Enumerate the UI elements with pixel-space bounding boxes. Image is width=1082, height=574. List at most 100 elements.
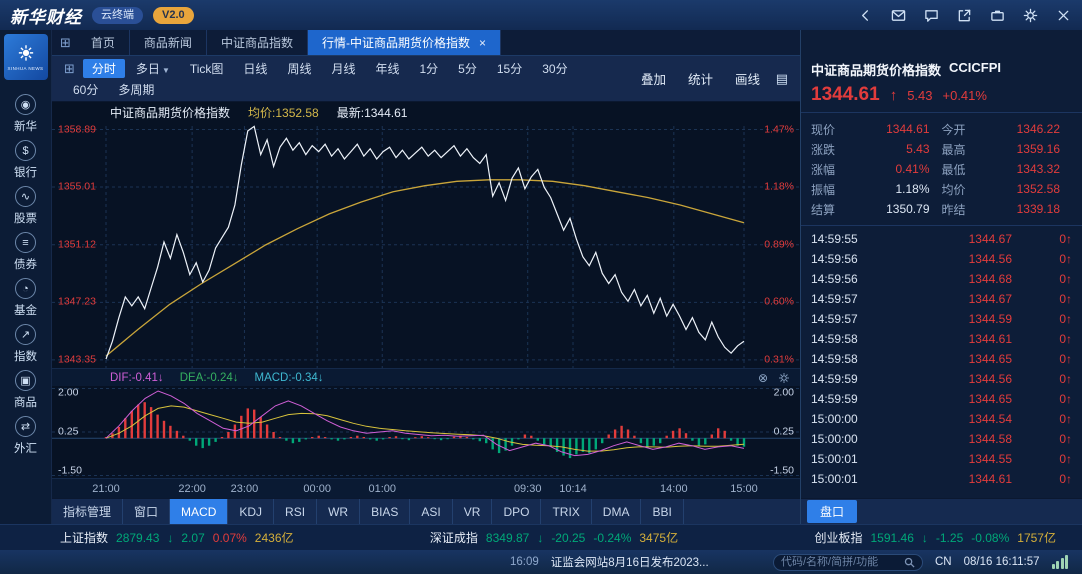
- period-button-15分[interactable]: 15分: [496, 62, 523, 76]
- sidebar-item-label: 新华: [14, 121, 37, 133]
- period-button-年线[interactable]: 年线: [375, 62, 400, 76]
- period-button-多周期[interactable]: 多周期: [118, 83, 155, 97]
- period-button-周线[interactable]: 周线: [287, 62, 312, 76]
- axis-label: 2.00: [58, 386, 79, 399]
- tick-row[interactable]: 14:59:58 1344.65 0↑: [811, 352, 1072, 366]
- sidebar-item-xinhua[interactable]: ◉ 新华: [14, 94, 37, 134]
- index-quote-深证成指[interactable]: 深证成指 8349.87 ↓ -20.25 -0.24% 3475亿: [429, 530, 679, 546]
- period-button-日线[interactable]: 日线: [243, 62, 268, 76]
- period-button-月线[interactable]: 月线: [331, 62, 356, 76]
- order-book-button[interactable]: 盘口: [807, 500, 858, 523]
- indicator-tab-BBI[interactable]: BBI: [641, 499, 684, 524]
- indicator-tab-WR[interactable]: WR: [317, 499, 361, 524]
- index-quote-上证指数[interactable]: 上证指数 2879.43 ↓ 2.07 0.07% 2436亿: [60, 530, 294, 546]
- sidebar-item-stocks[interactable]: ∿ 股票: [14, 186, 37, 226]
- xinhua-logo-text: XINHUA NEWS: [7, 66, 44, 71]
- sidebar-item-forex[interactable]: ⇄ 外汇: [14, 416, 37, 456]
- intraday-price-chart[interactable]: 1358.89 1.47% 1355.01 1.18% 1351.12 0.89% 1347…: [52, 122, 800, 368]
- tool-画线[interactable]: 画线: [734, 73, 760, 87]
- indicator-tab-BIAS[interactable]: BIAS: [360, 499, 411, 524]
- macd-dea-value: DEA:-0.24↓: [179, 371, 239, 384]
- tool-统计[interactable]: 统计: [687, 73, 713, 87]
- briefcase-icon[interactable]: [988, 6, 1006, 24]
- time-tick-label: 21:00: [92, 483, 120, 495]
- indicator-tab-TRIX[interactable]: TRIX: [541, 499, 592, 524]
- news-ticker[interactable]: 证监会网站8月16日发布2023...: [550, 557, 709, 569]
- indicator-tab-RSI[interactable]: RSI: [274, 499, 318, 524]
- sidebar-item-commodity[interactable]: ▣ 商品: [14, 370, 37, 410]
- window-grid-icon[interactable]: ⊞: [60, 34, 71, 50]
- tick-row[interactable]: 14:59:56 1344.68 0↑: [811, 272, 1072, 286]
- time-tick-label: 10:14: [559, 483, 587, 495]
- up-arrow-icon: ↑: [1066, 312, 1072, 326]
- tab-3[interactable]: 行情-中证商品期货价格指数 ×: [307, 30, 501, 55]
- period-button-Tick图[interactable]: Tick图: [189, 62, 224, 76]
- indicator-tab-KDJ[interactable]: KDJ: [228, 499, 275, 524]
- period-button-30分[interactable]: 30分: [542, 62, 568, 76]
- price-change-pct: +0.41%: [942, 88, 987, 103]
- indicator-tab-DMA[interactable]: DMA: [592, 499, 642, 524]
- period-button-1分[interactable]: 1分: [419, 62, 439, 76]
- chat-icon[interactable]: [922, 6, 940, 24]
- period-button-分时[interactable]: 分时: [82, 59, 125, 78]
- locale-indicator[interactable]: CN: [934, 556, 952, 568]
- window-grid-icon[interactable]: ⊞: [64, 60, 75, 76]
- last-price: 1344.61: [811, 84, 880, 105]
- quote-field-value-最低: 1343.32: [1016, 162, 1060, 176]
- sidebar-item-index[interactable]: ↗ 指数: [14, 324, 37, 364]
- quote-panel: 中证商品期货价格指数 CCICFPI 1344.61 ↑ 5.43 +0.41%…: [800, 30, 1082, 524]
- close-indicator-icon[interactable]: ⊗: [757, 370, 768, 385]
- tick-row[interactable]: 14:59:59 1344.65 0↑: [811, 392, 1072, 406]
- toolbar-right-actions: 叠加 统计 画线: [641, 56, 760, 101]
- symbol-search-box[interactable]: [772, 553, 923, 571]
- period-button-5分[interactable]: 5分: [458, 62, 477, 76]
- axis-label: 0.25: [58, 425, 79, 438]
- period-button-60分[interactable]: 60分: [73, 83, 99, 97]
- indicator-settings-icon[interactable]: [778, 372, 790, 384]
- sidebar-item-bank[interactable]: $ 银行: [14, 140, 37, 180]
- indicator-tab-指标管理[interactable]: 指标管理: [52, 499, 124, 524]
- main-column: ⊞ 首页 商品新闻 中证商品指数 行情-中证商品期货价格指数 × ⊞ 分时 多日 ▼ Tick…: [52, 30, 800, 524]
- toolbar-row-1: ⊞ 分时 多日 ▼ Tick图 日线 周线 月线 年线 1分 5分 15分 30分: [52, 58, 800, 79]
- indicator-tab-DPO[interactable]: DPO: [492, 499, 542, 524]
- xinhua-logo: XINHUA NEWS: [3, 34, 48, 80]
- tick-list[interactable]: 14:59:55 1344.67 0↑ 14:59:56 1344.56 0↑ 14:59:…: [801, 226, 1082, 498]
- indicator-tab-VR[interactable]: VR: [453, 499, 493, 524]
- share-icon[interactable]: [955, 6, 973, 24]
- back-icon[interactable]: [856, 6, 874, 24]
- tick-row[interactable]: 15:00:01 1344.61 0↑: [811, 472, 1072, 486]
- close-tab-icon[interactable]: ×: [478, 35, 486, 50]
- tick-row[interactable]: 15:00:01 1344.55 0↑: [811, 452, 1072, 466]
- tab-0[interactable]: 首页: [77, 30, 130, 55]
- tick-row[interactable]: 15:00:00 1344.54 0↑: [811, 412, 1072, 426]
- settings-icon[interactable]: [1021, 6, 1039, 24]
- indicator-tab-ASI[interactable]: ASI: [410, 499, 453, 524]
- up-arrow-icon: ↑: [1066, 392, 1072, 406]
- tick-row[interactable]: 15:00:00 1344.58 0↑: [811, 432, 1072, 446]
- tab-1[interactable]: 商品新闻: [130, 30, 207, 55]
- sidebar-item-bonds[interactable]: ≡ 债券: [14, 232, 37, 272]
- time-axis: 21:00 22:00 23:00 00:00 01:00 09:30 10:14 14:00…: [52, 478, 800, 498]
- tick-row[interactable]: 14:59:56 1344.56 0↑: [811, 252, 1072, 266]
- tick-row[interactable]: 14:59:55 1344.67 0↑: [811, 232, 1072, 246]
- panel-list-icon[interactable]: ▤: [775, 70, 788, 86]
- quote-field-label: 现价: [811, 122, 836, 137]
- tool-叠加[interactable]: 叠加: [640, 73, 666, 87]
- up-arrow-icon: ↑: [1066, 332, 1072, 346]
- search-input[interactable]: [780, 556, 899, 568]
- tick-row[interactable]: 14:59:57 1344.59 0↑: [811, 312, 1072, 326]
- macd-chart[interactable]: 2.00 2.00 0.25 0.25 -1.50 -1.50: [52, 386, 800, 478]
- tick-row[interactable]: 14:59:57 1344.67 0↑: [811, 292, 1072, 306]
- indicator-tab-窗口[interactable]: 窗口: [123, 499, 171, 524]
- macd-dif-value: DIF:-0.41↓: [110, 371, 164, 384]
- period-button-多日[interactable]: 多日 ▼: [135, 62, 170, 76]
- indicator-tab-MACD[interactable]: MACD: [170, 499, 229, 524]
- index-quote-创业板指[interactable]: 创业板指 1591.46 ↓ -1.25 -0.08% 1757亿: [814, 530, 1056, 546]
- sidebar-item-funds[interactable]: ◔ 基金: [14, 278, 37, 318]
- tick-row[interactable]: 14:59:58 1344.61 0↑: [811, 332, 1072, 346]
- time-tick-label: 15:00: [730, 483, 758, 495]
- tick-row[interactable]: 14:59:59 1344.56 0↑: [811, 372, 1072, 386]
- tab-2[interactable]: 中证商品指数: [207, 30, 308, 55]
- mail-icon[interactable]: [889, 6, 907, 24]
- close-icon[interactable]: [1054, 6, 1072, 24]
